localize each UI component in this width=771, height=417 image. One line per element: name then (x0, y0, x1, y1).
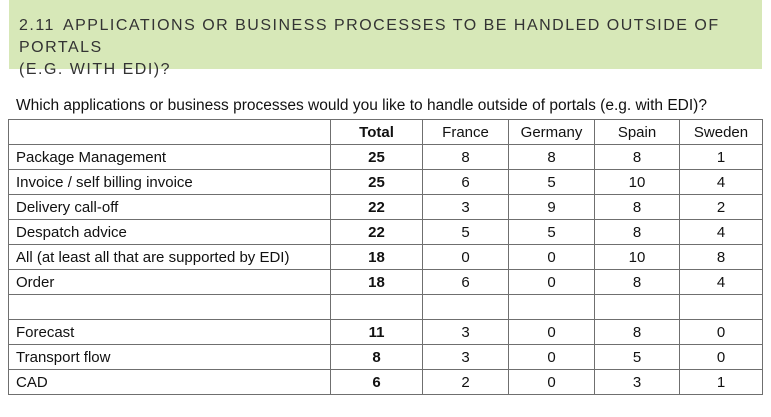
row-label: Transport flow (8, 344, 331, 370)
france-cell: 3 (422, 344, 509, 370)
total-cell: 25 (330, 144, 423, 170)
table-row: CAD 6 2 0 3 1 (8, 369, 763, 395)
sweden-cell: 2 (679, 194, 763, 220)
spain-cell: 10 (594, 169, 680, 195)
column-header-spain: Spain (594, 119, 680, 145)
germany-cell: 9 (508, 194, 595, 220)
section-title-line-1: 2.11 APPLICATIONS OR BUSINESS PROCESSES T… (19, 15, 752, 59)
spain-cell: 8 (594, 269, 680, 295)
total-cell: 18 (330, 269, 423, 295)
total-cell: 11 (330, 319, 423, 345)
sweden-cell: 4 (679, 219, 763, 245)
germany-cell: 5 (508, 219, 595, 245)
total-cell: 6 (330, 369, 423, 395)
table-row: Package Management 25 8 8 8 1 (8, 144, 763, 170)
table-row: All (at least all that are supported by … (8, 244, 763, 270)
table-row: Forecast 11 3 0 8 0 (8, 319, 763, 345)
section-number: 2.11 (19, 17, 55, 34)
table-row-empty (8, 294, 763, 320)
table-row: Invoice / self billing invoice 25 6 5 10… (8, 169, 763, 195)
total-cell: 25 (330, 169, 423, 195)
total-cell: 8 (330, 344, 423, 370)
spain-cell: 8 (594, 319, 680, 345)
germany-cell (508, 294, 595, 320)
germany-cell: 0 (508, 369, 595, 395)
sweden-cell (679, 294, 763, 320)
spain-cell: 8 (594, 144, 680, 170)
total-cell: 22 (330, 194, 423, 220)
spain-cell: 8 (594, 194, 680, 220)
table-row: Transport flow 8 3 0 5 0 (8, 344, 763, 370)
germany-cell: 0 (508, 319, 595, 345)
row-label: Forecast (8, 319, 331, 345)
france-cell: 0 (422, 244, 509, 270)
france-cell: 5 (422, 219, 509, 245)
column-header-france: France (422, 119, 509, 145)
germany-cell: 0 (508, 344, 595, 370)
spain-cell: 5 (594, 344, 680, 370)
france-cell: 6 (422, 169, 509, 195)
germany-cell: 8 (508, 144, 595, 170)
germany-cell: 0 (508, 269, 595, 295)
france-cell: 2 (422, 369, 509, 395)
table-row: Order 18 6 0 8 4 (8, 269, 763, 295)
row-label: Despatch advice (8, 219, 331, 245)
france-cell: 8 (422, 144, 509, 170)
column-header-total: Total (330, 119, 423, 145)
section-header: 2.11 APPLICATIONS OR BUSINESS PROCESSES T… (9, 0, 762, 78)
section-title-line-2: (E.G. WITH EDI)? (19, 61, 171, 78)
sweden-cell: 4 (679, 269, 763, 295)
question-text: Which applications or business processes… (16, 97, 707, 114)
row-label: Order (8, 269, 331, 295)
france-cell: 3 (422, 194, 509, 220)
column-header-germany: Germany (508, 119, 595, 145)
row-label (8, 294, 331, 320)
total-cell: 22 (330, 219, 423, 245)
results-table: Total France Germany Spain Sweden Packag… (8, 119, 763, 395)
france-cell: 6 (422, 269, 509, 295)
sweden-cell: 1 (679, 369, 763, 395)
spain-cell: 3 (594, 369, 680, 395)
germany-cell: 5 (508, 169, 595, 195)
row-label: Invoice / self billing invoice (8, 169, 331, 195)
row-label: Package Management (8, 144, 331, 170)
row-label: All (at least all that are supported by … (8, 244, 331, 270)
row-label: CAD (8, 369, 331, 395)
sweden-cell: 0 (679, 344, 763, 370)
table-header-row: Total France Germany Spain Sweden (8, 119, 763, 145)
sweden-cell: 8 (679, 244, 763, 270)
spain-cell (594, 294, 680, 320)
france-cell (422, 294, 509, 320)
column-header-label (8, 119, 331, 145)
sweden-cell: 1 (679, 144, 763, 170)
table-row: Delivery call-off 22 3 9 8 2 (8, 194, 763, 220)
row-label: Delivery call-off (8, 194, 331, 220)
total-cell (330, 294, 423, 320)
section-title: APPLICATIONS OR BUSINESS PROCESSES TO BE… (19, 17, 720, 56)
spain-cell: 10 (594, 244, 680, 270)
table-row: Despatch advice 22 5 5 8 4 (8, 219, 763, 245)
sweden-cell: 0 (679, 319, 763, 345)
column-header-sweden: Sweden (679, 119, 763, 145)
france-cell: 3 (422, 319, 509, 345)
spain-cell: 8 (594, 219, 680, 245)
germany-cell: 0 (508, 244, 595, 270)
sweden-cell: 4 (679, 169, 763, 195)
total-cell: 18 (330, 244, 423, 270)
